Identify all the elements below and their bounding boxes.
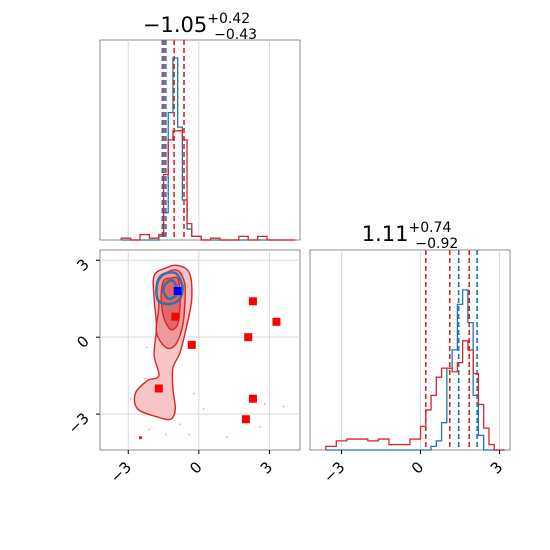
joint-blue-contour-level-0 <box>155 271 184 306</box>
joint-blue-marker <box>173 287 182 296</box>
joint-red-marker <box>154 384 163 393</box>
joint-blue-contour-level-1 <box>162 279 180 301</box>
joint-x-tick-label: 3 <box>257 458 276 477</box>
hist-2-title-sup: +0.74 <box>408 220 451 236</box>
joint-scatter-point <box>259 425 261 428</box>
joint-scatter-point <box>226 436 229 439</box>
joint-red-marker <box>248 394 257 403</box>
joint-scatter-point <box>263 402 266 405</box>
joint-red-marker <box>244 333 253 342</box>
joint-scatter-point <box>202 407 205 410</box>
hist-1-series-0-step <box>121 57 296 241</box>
hist-1-title-sub: −0.43 <box>214 27 257 43</box>
joint-y-tick-label: −3 <box>64 409 92 437</box>
hist-1-title-main: −1.05 <box>143 13 207 37</box>
joint-scatter-point <box>148 428 151 431</box>
joint-content <box>100 250 300 450</box>
joint-red-marker <box>187 340 196 349</box>
joint-scatter-point <box>146 346 149 349</box>
hist-2-frame <box>309 249 511 451</box>
joint-red-speck <box>139 436 142 440</box>
hist-2-x-tick-label: −3 <box>320 458 348 486</box>
joint-scatter-point <box>143 377 146 380</box>
hist-2-title-sub: −0.92 <box>415 236 458 252</box>
joint-y-tick-label: 3 <box>73 255 92 274</box>
joint-x-tick-label: 0 <box>186 458 205 477</box>
hist-1-series-1-step <box>120 130 296 241</box>
joint-scatter-point <box>164 433 167 436</box>
hist-1-title: −1.05+0.42 −0.43 <box>143 11 257 43</box>
hist-2-series-0-step <box>325 289 505 451</box>
joint-scatter-point <box>193 392 196 395</box>
joint-x-tick-label: −3 <box>107 458 135 486</box>
hist-2-x-tick-label: 3 <box>487 458 506 477</box>
hist-1-title-sup: +0.42 <box>207 11 250 27</box>
hist-1-frame <box>99 39 301 241</box>
hist-1-content <box>120 40 296 241</box>
joint-red-marker <box>248 297 257 306</box>
joint-scatter-point <box>188 433 191 436</box>
joint-y-tick-label: 0 <box>73 332 92 351</box>
joint-scatter-point <box>129 397 132 400</box>
joint-red-marker <box>272 317 281 326</box>
hist-2-series-1-step <box>325 340 505 451</box>
hist-2-content <box>325 250 505 451</box>
joint-red-marker <box>171 312 180 321</box>
joint-red-marker <box>241 415 250 424</box>
hist-2-title-main: 1.11 <box>362 222 409 246</box>
joint-scatter-point <box>179 423 181 426</box>
hist-2-x-tick-label: 0 <box>408 458 427 477</box>
hist-2-title: 1.11+0.74 −0.92 <box>362 220 459 252</box>
joint-scatter-point <box>282 405 285 408</box>
joint-frame <box>99 249 301 451</box>
